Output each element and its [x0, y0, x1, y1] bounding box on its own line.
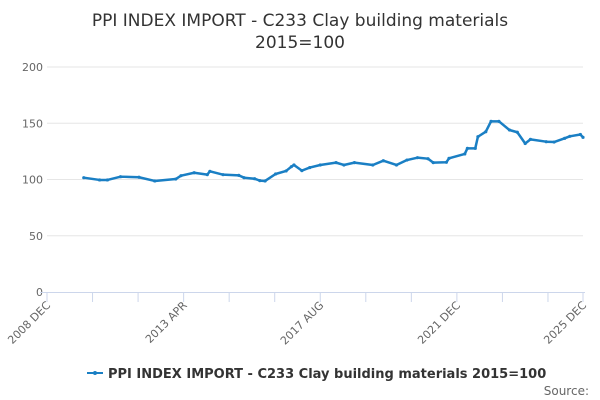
- data-point: [405, 158, 409, 162]
- data-point: [578, 132, 582, 137]
- data-point: [528, 137, 533, 141]
- data-point: [179, 174, 183, 178]
- source-label: Source:: [544, 384, 589, 398]
- data-point: [208, 169, 212, 173]
- data-point: [334, 161, 338, 165]
- data-point: [371, 163, 375, 167]
- data-point: [581, 135, 585, 139]
- data-point: [568, 134, 572, 138]
- legend-item[interactable]: PPI INDEX IMPORT - C233 Clay building ma…: [87, 367, 546, 382]
- data-point: [507, 128, 512, 132]
- data-point: [237, 173, 241, 177]
- data-point: [153, 179, 157, 183]
- data-point: [308, 165, 312, 170]
- data-point: [242, 176, 246, 180]
- x-axis: 2008 DEC 2013 APR 2017 AUG 2021 DEC 2025 DEC: [5, 292, 589, 347]
- data-point: [523, 141, 527, 146]
- data-point: [444, 160, 448, 164]
- chart-subtitle: 2015=100: [255, 33, 345, 53]
- y-axis: 0 50 100 150 200: [22, 61, 43, 299]
- data-point: [473, 146, 477, 150]
- legend-label: PPI INDEX IMPORT - C233 Clay building ma…: [108, 367, 546, 382]
- data-point: [431, 161, 435, 165]
- data-point: [476, 135, 480, 139]
- data-point: [415, 156, 420, 160]
- grid: [47, 66, 583, 237]
- data-point: [544, 140, 548, 144]
- data-point: [137, 175, 141, 179]
- data-point: [352, 161, 357, 165]
- data-point: [292, 163, 296, 167]
- y-tick-label: 150: [22, 117, 43, 130]
- data-point: [258, 179, 262, 183]
- data-point: [289, 165, 293, 169]
- y-tick-label: 200: [22, 61, 43, 74]
- data-point: [381, 159, 385, 163]
- x-tick-label: 2025 DEC: [541, 299, 589, 347]
- data-point: [484, 130, 488, 134]
- x-tick-label: 2021 DEC: [415, 299, 463, 347]
- y-tick-label: 0: [36, 286, 43, 299]
- data-point: [552, 140, 556, 144]
- data-point: [105, 178, 110, 182]
- data-point: [463, 152, 467, 156]
- data-point: [515, 130, 519, 134]
- data-point: [563, 136, 567, 140]
- data-point: [273, 172, 278, 176]
- data-point: [318, 163, 322, 167]
- data-point: [252, 177, 257, 181]
- data-point: [342, 163, 346, 167]
- data-point: [221, 173, 225, 177]
- data-point: [489, 119, 493, 123]
- y-tick-label: 50: [29, 230, 43, 243]
- chart-title: PPI INDEX IMPORT - C233 Clay building ma…: [92, 11, 508, 31]
- data-point: [192, 171, 196, 175]
- data-point: [426, 157, 430, 161]
- data-point: [205, 173, 209, 177]
- y-tick-label: 100: [22, 174, 43, 187]
- data-point: [118, 175, 123, 179]
- data-point: [284, 169, 288, 173]
- legend-marker-icon: [93, 371, 97, 375]
- data-point: [394, 163, 399, 167]
- x-tick-label: 2008 DEC: [5, 299, 53, 347]
- data-point: [465, 146, 469, 150]
- series-layer: [82, 119, 585, 183]
- data-point: [497, 119, 501, 123]
- data-point: [174, 177, 178, 181]
- data-point: [300, 169, 304, 173]
- data-point: [97, 178, 102, 182]
- data-point: [263, 179, 267, 183]
- x-tick-label: 2017 AUG: [278, 299, 327, 348]
- x-tick-label: 2013 APR: [143, 299, 190, 346]
- data-point: [447, 156, 451, 160]
- data-point: [82, 176, 86, 180]
